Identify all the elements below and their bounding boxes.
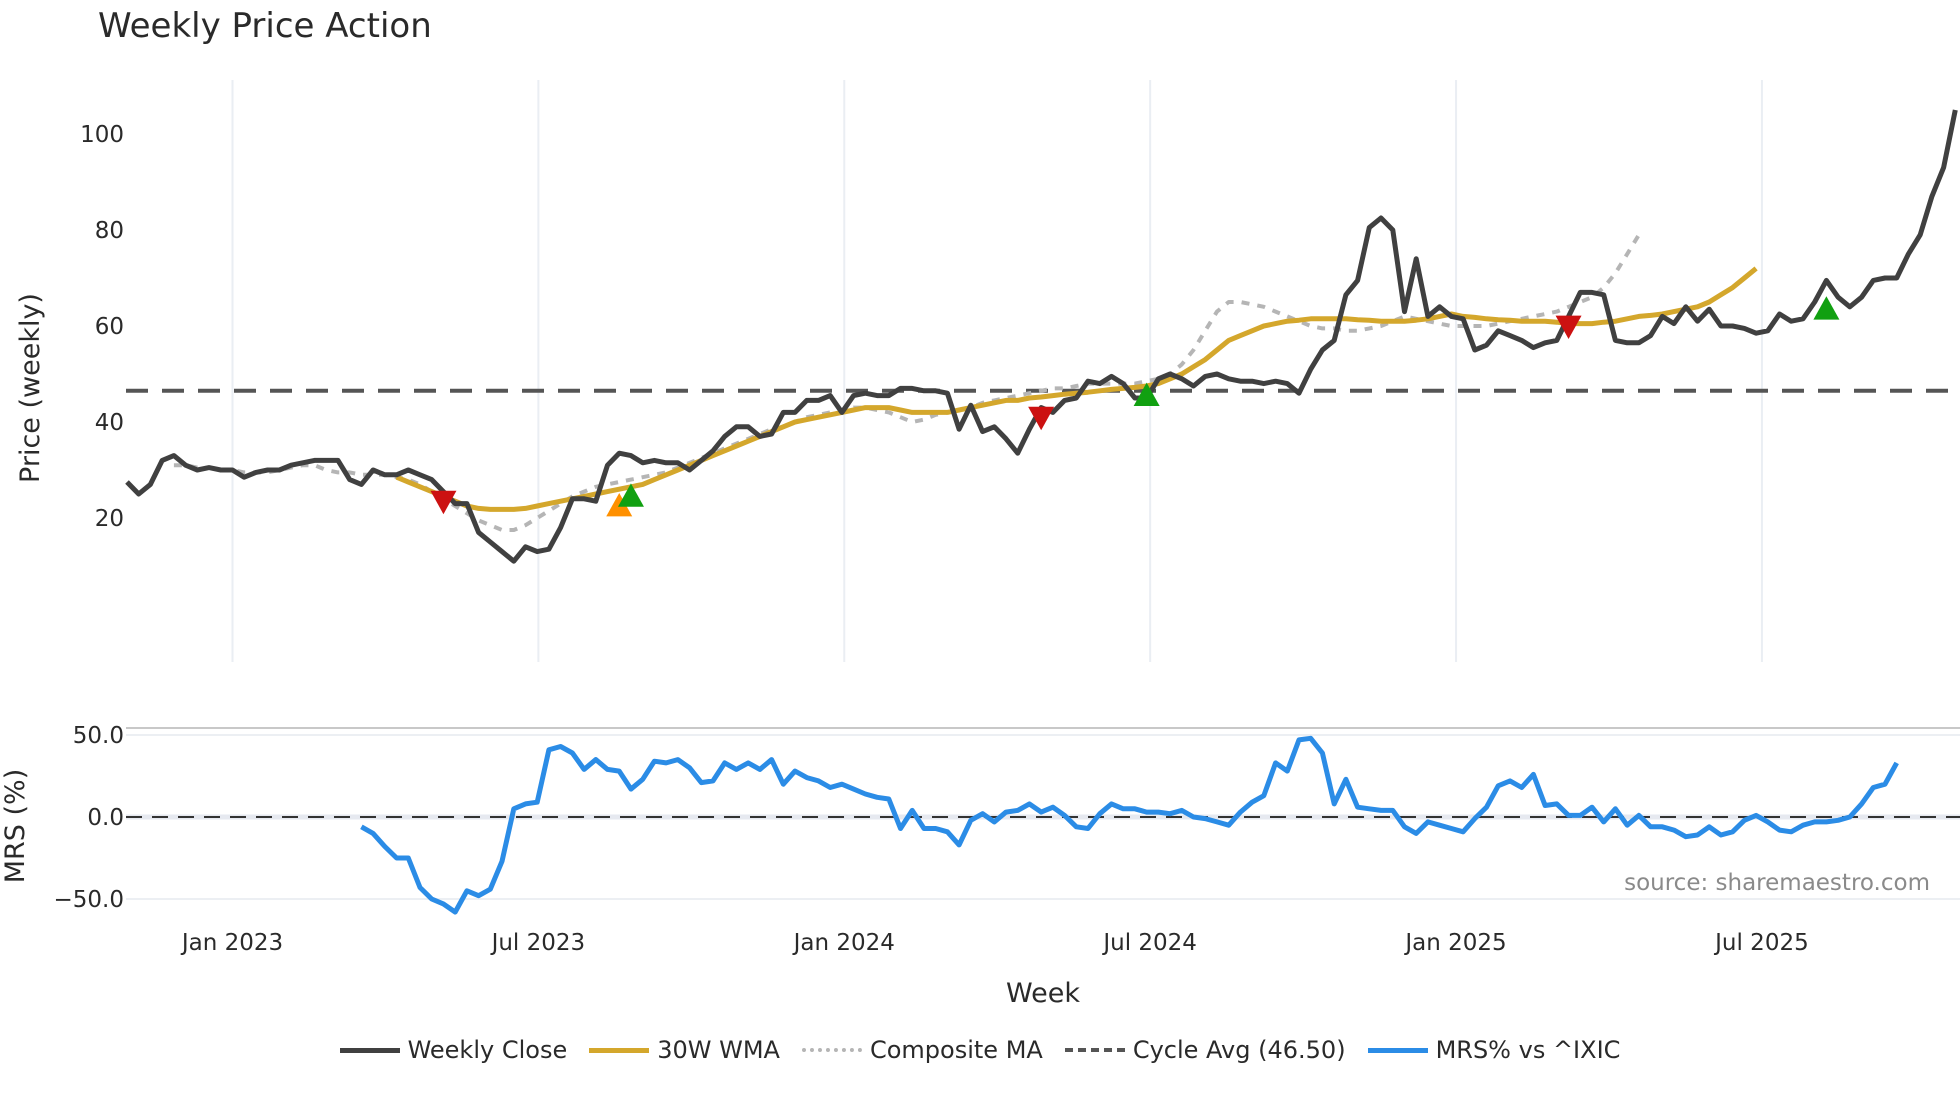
x-axis: Jan 2023 Jul 2023 Jan 2024 Jul 2024 Jan 2025… [180,930,1809,956]
mrs-y-tick: 0.0 [87,805,124,831]
mrs-y-tick: 50.0 [73,723,124,749]
signal-markers [430,296,1840,517]
price-y-axis-title: Price (weekly) [15,293,46,483]
sell-signal-icon [430,490,457,515]
buy-signal-icon [1813,296,1840,320]
mrs-y-axis-title: MRS (%) [0,769,31,884]
sell-signal-icon [1555,315,1582,339]
sell-signal-icon [1028,406,1055,431]
legend-swatch-weekly-close [339,1047,400,1053]
legend-label: Cycle Avg (46.50) [1132,1036,1346,1064]
legend-item-30w-wma[interactable]: 30W WMA [589,1036,780,1064]
price-y-tick: 20 [95,506,124,532]
legend-label: Weekly Close [407,1036,568,1064]
legend-swatch-cycle-avg [1064,1048,1125,1052]
x-tick-label: Jul 2025 [1713,930,1809,956]
legend-item-mrs[interactable]: MRS% vs ^IXIC [1367,1036,1621,1064]
30w-wma-line [395,266,1758,512]
legend-label: 30W WMA [657,1036,780,1064]
legend-swatch-mrs [1367,1047,1428,1053]
mrs-y-axis: 50.0 0.0 −50.0 [54,723,124,913]
mrs-line [360,735,1899,915]
composite-ma-line [173,233,1641,532]
gridlines [126,80,1960,900]
source-label: source: sharemaestro.com [1624,870,1930,896]
legend-item-weekly-close[interactable]: Weekly Close [339,1036,568,1064]
price-y-tick: 60 [95,314,124,340]
buy-signal-icon [617,483,644,507]
price-y-tick: 100 [80,122,124,148]
legend: Weekly Close 30W WMA Composite MA Cycle … [0,1036,1960,1064]
x-tick-label: Jan 2023 [180,930,283,956]
mrs-series [360,735,1899,915]
x-tick-label: Jul 2023 [490,930,586,956]
legend-swatch-30w-wma [589,1047,650,1053]
buy-signal-icon [1133,382,1160,406]
x-tick-label: Jul 2024 [1101,930,1197,956]
price-y-tick: 80 [95,218,124,244]
mrs-y-tick: −50.0 [54,887,124,913]
legend-item-cycle-avg[interactable]: Cycle Avg (46.50) [1064,1036,1346,1064]
price-series [125,109,1960,564]
price-y-tick: 40 [95,410,124,436]
legend-label: Composite MA [869,1036,1043,1064]
x-axis-title: Week [1006,978,1080,1009]
price-y-axis: 20 40 60 80 100 [80,122,124,532]
legend-item-composite-ma[interactable]: Composite MA [801,1036,1043,1064]
legend-label: MRS% vs ^IXIC [1435,1036,1621,1064]
legend-swatch-composite-ma [801,1048,862,1052]
x-tick-label: Jan 2024 [792,930,895,956]
weekly-close-line [125,109,1958,564]
chart-title: Weekly Price Action [98,6,432,46]
x-tick-label: Jan 2025 [1403,930,1506,956]
